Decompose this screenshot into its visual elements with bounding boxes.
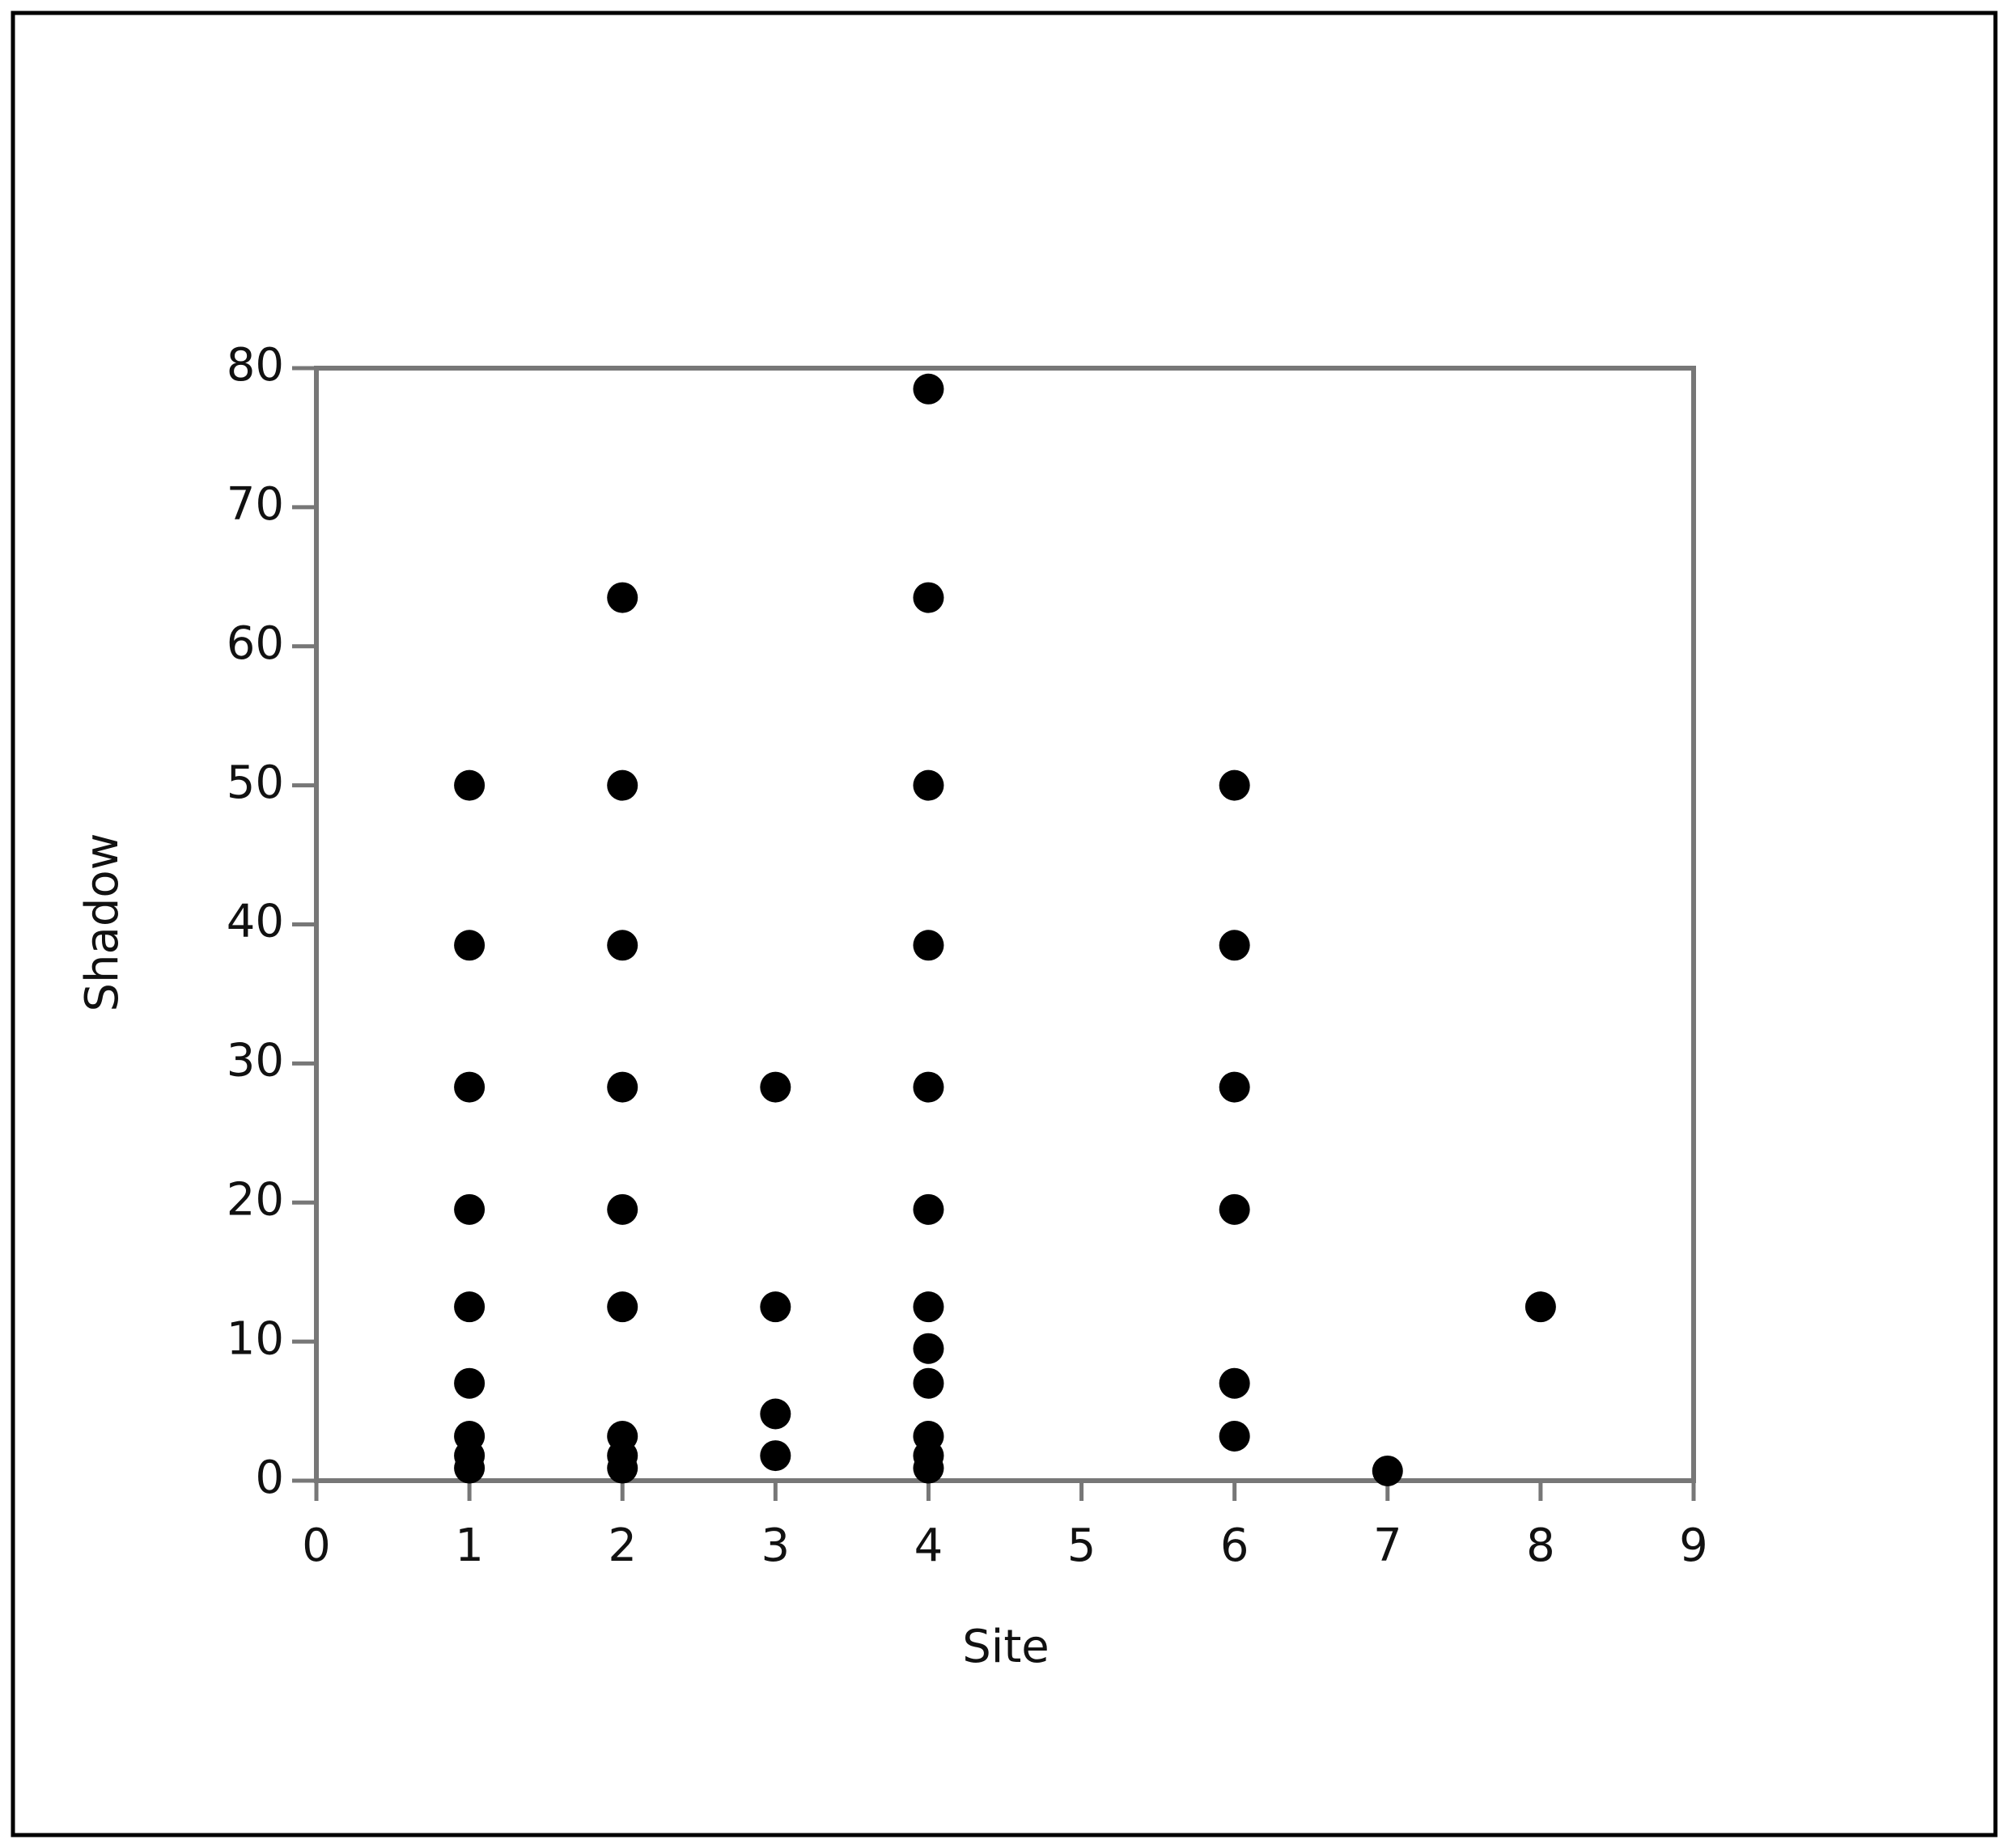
point [1219,769,1250,801]
frame [11,11,1998,1837]
point [1219,1193,1250,1225]
point [607,930,638,961]
point [1219,930,1250,961]
point [607,769,638,801]
point [913,769,944,801]
point [760,1440,791,1472]
point [1524,1291,1556,1323]
point [1219,1421,1250,1452]
point [454,1452,486,1484]
x-tick-label: 7 [1373,1520,1402,1572]
point [1372,1455,1403,1486]
x-tick-label: 5 [1067,1520,1096,1572]
point [454,930,486,961]
x-axis-title: Site [962,1621,1050,1673]
point [913,1291,944,1323]
y-tick-label: 30 [227,1035,284,1087]
point [607,1193,638,1225]
point [454,1193,486,1225]
y-tick-label: 60 [227,617,284,670]
x-tick-label: 4 [914,1520,944,1572]
point [760,1291,791,1323]
x-tick-label: 6 [1220,1520,1249,1572]
point [607,1452,638,1484]
point [607,1291,638,1323]
x-tick-label: 2 [608,1520,637,1572]
point [607,582,638,613]
y-tick-label: 40 [227,896,284,948]
y-tick-label: 80 [227,339,284,392]
x-tick-label: 3 [761,1520,791,1572]
x-tick-label: 8 [1526,1520,1555,1572]
point [454,769,486,801]
point [913,1071,944,1103]
point [1219,1071,1250,1103]
point [913,582,944,613]
point [913,1333,944,1364]
point [760,1398,791,1430]
point [454,1291,486,1323]
x-tick-label: 1 [455,1520,484,1572]
x-tick-label: 0 [302,1520,331,1572]
point [913,1193,944,1225]
point [760,1071,791,1103]
point [454,1367,486,1399]
y-tick-label: 70 [227,478,284,531]
plot-area [314,366,1696,1483]
point [607,1071,638,1103]
y-tick-label: 0 [255,1452,284,1504]
y-tick-label: 50 [227,757,284,809]
point [913,373,944,405]
point [913,1452,944,1484]
y-tick-label: 10 [227,1312,284,1365]
point [913,1367,944,1399]
point [454,1071,486,1103]
y-tick-label: 20 [227,1173,284,1226]
y-axis-title: Shadow [76,833,129,1012]
point [1219,1367,1250,1399]
point [913,930,944,961]
x-tick-label: 9 [1679,1520,1708,1572]
